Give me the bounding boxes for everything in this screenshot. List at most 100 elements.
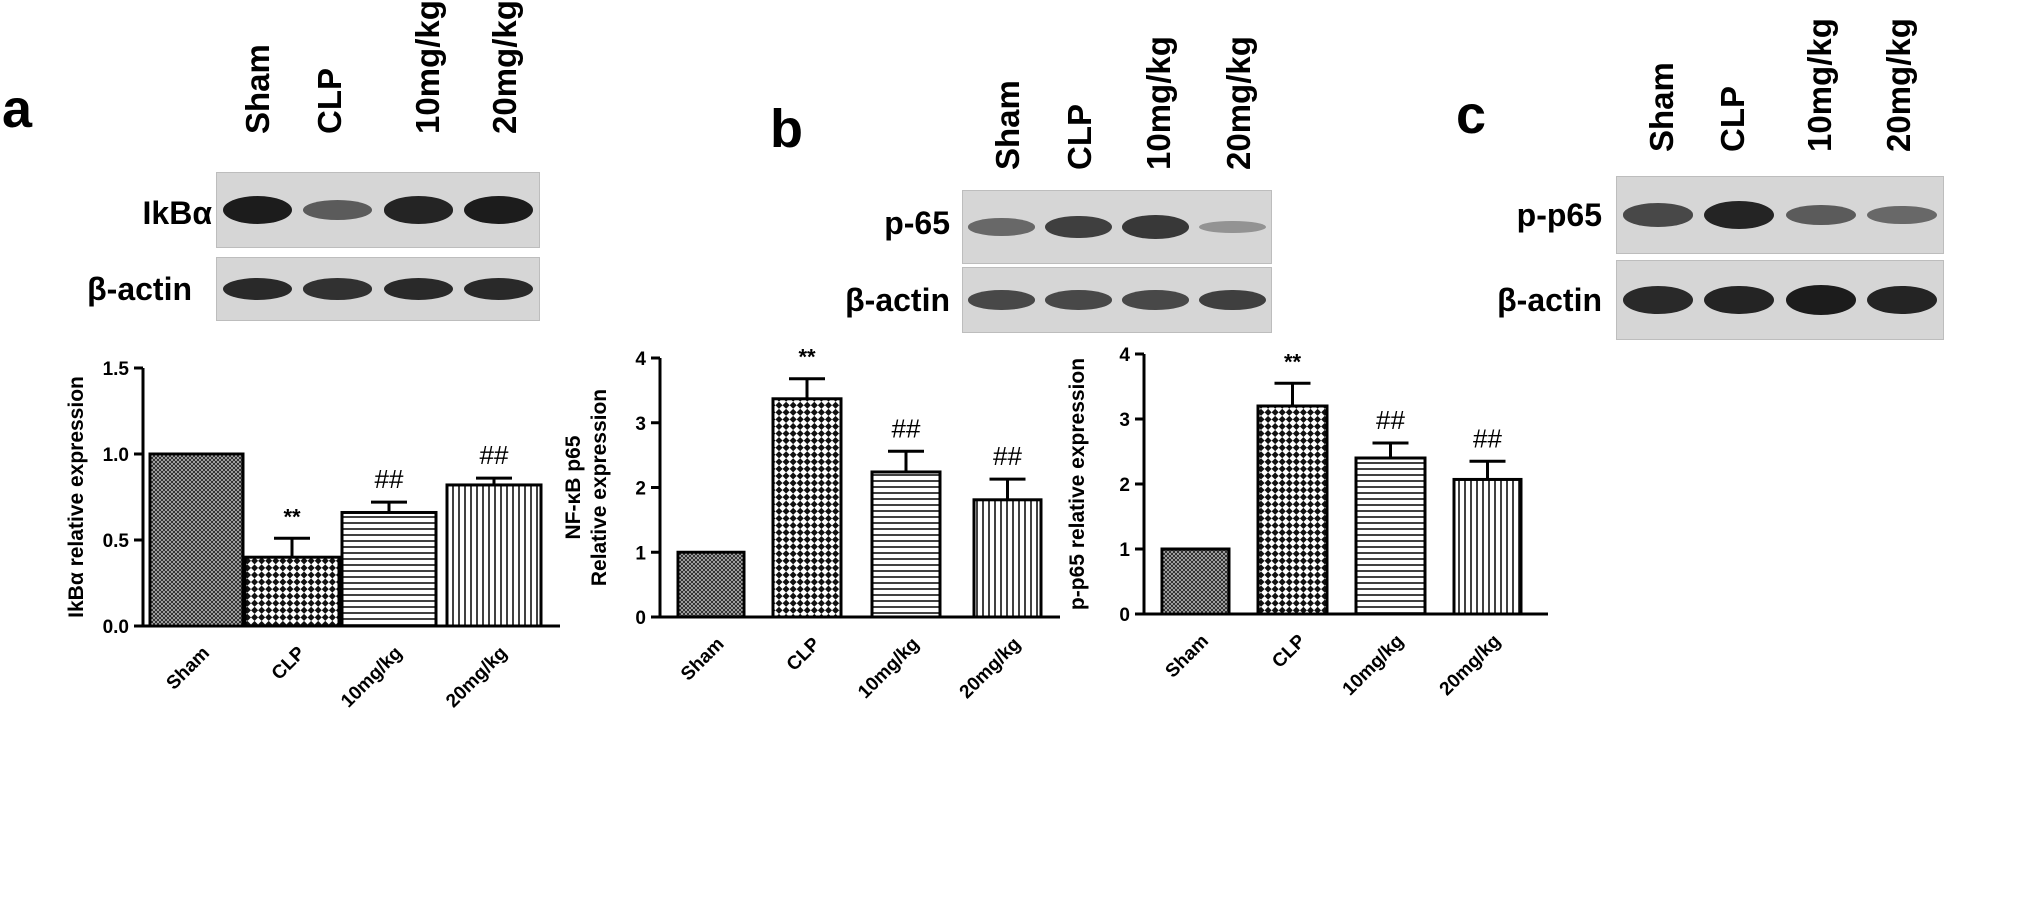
bar (1160, 547, 1231, 616)
lane-label: CLP (1714, 86, 1751, 152)
significance-label: ## (480, 440, 509, 470)
blot-band (1199, 289, 1266, 311)
lane-label: CLP (1061, 104, 1098, 170)
y-tick-label: 0.0 (103, 617, 129, 638)
western-blot-p65 (962, 190, 1272, 264)
bar (1452, 477, 1523, 616)
y-axis-label: Relative expression (588, 389, 611, 586)
bar-chart-a: ** ## ## 0.0 0.5 1.0 1.5 Sham CLP 10mg/kg 20mg/kg I… (65, 359, 560, 712)
significance-label: ## (1376, 405, 1405, 435)
significance-label: ** (283, 504, 301, 529)
blot-label-p65: p-65 (884, 205, 950, 241)
lane-label: Sham (239, 44, 276, 134)
blot-band (1785, 285, 1856, 315)
panel-letter: c (1456, 85, 1487, 145)
panel-b: b Sham CLP 10mg/kg 20mg/kg p-65 β-actin … (562, 0, 1360, 922)
blot-label-p-p65: p-p65 (1516, 197, 1602, 233)
bar (972, 498, 1043, 619)
blot-band (1122, 215, 1189, 239)
x-tick-label: CLP (783, 633, 825, 675)
blot-band (1704, 201, 1775, 229)
lane-label: CLP (311, 68, 348, 134)
western-blot-beta-actin (1616, 260, 1944, 340)
x-tick-label: 20mg/kg (442, 643, 511, 712)
significance-label: ## (892, 413, 921, 443)
blot-band (222, 277, 292, 300)
panel-c: c Sham CLP 10mg/kg 20mg/kg p-p65 β-actin… (1066, 0, 2032, 922)
panel-a: a Sham CLP 10mg/kg 20mg/kg IkBα β-actin … (0, 0, 680, 922)
y-tick-label: 1 (635, 543, 646, 564)
blot-label-ikba: IkBα (142, 195, 212, 231)
bar-chart-b: ** ## ## 0 1 2 3 4 Sham CLP 10mg/kg 20mg/kg NF-κB p6… (562, 345, 1060, 703)
x-tick-label: 20mg/kg (956, 634, 1025, 703)
blot-band (464, 277, 534, 300)
bar (1256, 404, 1329, 616)
lane-label: 20mg/kg (486, 0, 523, 134)
x-tick-label: 20mg/kg (1436, 631, 1505, 700)
bar (870, 470, 942, 619)
blot-band (383, 277, 453, 300)
lane-label: Sham (1643, 62, 1680, 152)
western-blot-ikba (216, 172, 540, 248)
blot-band (1622, 286, 1693, 314)
significance-label: ** (1284, 349, 1302, 374)
y-tick-label: 4 (635, 349, 646, 370)
blot-label-beta-actin: β-actin (87, 271, 192, 307)
bar (676, 550, 746, 619)
y-tick-label: 3 (1119, 410, 1130, 431)
lane-label: 10mg/kg (1140, 36, 1177, 170)
blot-band (303, 278, 373, 300)
y-axis-label: p-p65 relative expression (1066, 358, 1089, 610)
western-blot-beta-actin (962, 267, 1272, 333)
bar (445, 483, 543, 628)
significance-label: ## (1473, 423, 1502, 453)
blot-band (1622, 203, 1693, 227)
blot-band (1122, 290, 1189, 310)
y-tick-label: 0 (1119, 605, 1130, 626)
x-tick-label: Sham (677, 634, 728, 685)
blot-band (303, 200, 373, 220)
significance-label: ## (375, 464, 404, 494)
bar (340, 510, 438, 628)
y-tick-label: 1.0 (103, 445, 129, 466)
lane-label: Sham (989, 80, 1026, 170)
panel-letter: b (770, 99, 803, 159)
y-tick-label: 3 (635, 414, 646, 435)
significance-label: ** (798, 345, 816, 370)
blot-band (1199, 220, 1266, 234)
y-tick-label: 0.5 (103, 531, 130, 552)
x-tick-label: CLP (268, 642, 310, 684)
lane-label: 10mg/kg (409, 0, 446, 134)
blot-band (222, 195, 292, 225)
lane-label: 20mg/kg (1220, 36, 1257, 170)
blot-label-beta-actin: β-actin (1497, 282, 1602, 318)
y-tick-label: 4 (1119, 345, 1130, 366)
y-tick-label: 2 (635, 479, 646, 500)
western-blot-beta-actin (216, 257, 540, 321)
y-axis-label: IkBα relative expression (65, 376, 88, 618)
x-tick-label: Sham (163, 643, 214, 694)
blot-band (1867, 205, 1938, 225)
blot-band (968, 218, 1035, 236)
x-tick-label: 10mg/kg (854, 634, 923, 703)
blot-label-beta-actin: β-actin (845, 282, 950, 318)
lane-label: 20mg/kg (1880, 18, 1917, 152)
blot-band (1785, 204, 1856, 226)
y-tick-label: 0 (635, 608, 646, 629)
blot-band (1867, 285, 1938, 315)
y-tick-label: 1 (1119, 540, 1130, 561)
blot-band (1704, 285, 1775, 315)
y-axis-label: NF-κB p65 (562, 435, 585, 539)
blot-band (464, 195, 534, 225)
significance-label: ## (993, 441, 1022, 471)
blot-band (968, 290, 1035, 310)
bar (1354, 456, 1427, 616)
blot-band (383, 196, 453, 224)
x-tick-label: 10mg/kg (337, 643, 406, 712)
bar (771, 397, 843, 619)
bar (148, 452, 245, 628)
y-tick-label: 1.5 (103, 359, 130, 380)
y-tick-label: 2 (1119, 475, 1130, 496)
blot-band (1045, 215, 1112, 239)
